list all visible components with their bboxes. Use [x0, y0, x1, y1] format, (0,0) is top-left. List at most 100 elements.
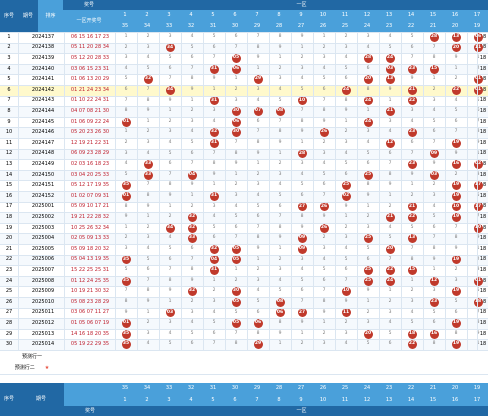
- miss-cell: 6: [190, 55, 194, 61]
- hit-ball: 03: [429, 170, 439, 180]
- row-issue: 2025010: [31, 298, 55, 305]
- miss-cell: 1: [190, 193, 194, 199]
- ball-cell: 09: [292, 233, 312, 244]
- grid-row-line: [0, 212, 488, 214]
- miss-cell: 4: [300, 171, 304, 177]
- miss-cell: 1: [366, 203, 370, 209]
- grid-col-line: [291, 32, 292, 350]
- row-seq: 16: [5, 192, 13, 199]
- predict-row-2[interactable]: 预测行二 ★: [0, 363, 64, 374]
- ball-cell: 15: [424, 64, 444, 75]
- miss-cell: 6: [124, 87, 128, 93]
- footer-col-20: 20: [444, 383, 466, 394]
- table-row: [0, 201, 488, 213]
- miss-cell: 3: [146, 235, 150, 241]
- hit-ball: 01: [473, 276, 483, 286]
- ball-cell: 01: [116, 117, 136, 128]
- miss-cell: 3: [146, 44, 150, 50]
- hit-ball: 12: [429, 276, 439, 286]
- ball-cell: 31: [204, 265, 224, 276]
- footer-col-25: 25: [334, 383, 356, 394]
- row-issue: 2025004: [31, 235, 55, 242]
- miss-cell: 6: [410, 140, 414, 146]
- hit-ball: 02: [473, 159, 483, 169]
- miss-cell: 1: [124, 129, 128, 135]
- predict-row-1[interactable]: 预测行一: [21, 354, 42, 360]
- miss-cell: 7: [168, 76, 172, 82]
- miss-cell: 4: [146, 246, 150, 252]
- hit-ball: 25: [363, 170, 373, 180]
- table-row: [0, 254, 488, 266]
- row-col-18: 18: [479, 171, 487, 178]
- miss-cell: 7: [476, 214, 480, 220]
- ball-cell: 08: [270, 297, 290, 308]
- header-col-b-15: 21: [422, 20, 444, 32]
- miss-cell: 5: [344, 65, 348, 71]
- ball-cell: 05: [226, 244, 246, 255]
- hit-ball: 35: [121, 181, 131, 191]
- hit-ball: 05: [231, 255, 241, 265]
- miss-cell: 9: [476, 235, 480, 241]
- footer-issue: 期号: [18, 383, 64, 416]
- row-seq: 22: [5, 256, 13, 263]
- grid-row-line: [0, 233, 488, 235]
- miss-cell: 7: [454, 224, 458, 230]
- ball-cell: 20: [446, 43, 466, 54]
- miss-cell: 9: [124, 214, 128, 220]
- hit-ball: 26: [319, 202, 329, 212]
- hit-ball: 25: [363, 265, 373, 275]
- header-col-10: 10: [312, 10, 334, 20]
- miss-cell: 5: [388, 235, 392, 241]
- header-issue[interactable]: 期号: [18, 0, 38, 32]
- miss-cell: 5: [432, 214, 436, 220]
- miss-cell: 8: [190, 267, 194, 273]
- row-nums: 02 03 16 18 23: [70, 160, 110, 167]
- row-seq: 5: [7, 76, 11, 83]
- miss-cell: 1: [300, 44, 304, 50]
- miss-cell: 6: [476, 108, 480, 114]
- hit-ball: 33: [143, 170, 153, 180]
- miss-cell: 3: [168, 129, 172, 135]
- hit-ball: 19: [451, 138, 461, 148]
- miss-cell: 5: [344, 161, 348, 167]
- sort-button[interactable]: 排序: [38, 0, 63, 32]
- row-issue: 2025001: [31, 203, 55, 210]
- hit-ball: 20: [363, 75, 373, 85]
- hit-ball: 06: [231, 117, 241, 127]
- ball-cell: 25: [358, 233, 378, 244]
- hit-ball: 24: [363, 96, 373, 106]
- row-issue: 2025005: [31, 245, 55, 252]
- footer-seq: 序号: [0, 383, 18, 416]
- footer-col-29: 29: [246, 383, 268, 394]
- ball-cell: 31: [204, 138, 224, 149]
- miss-cell: 8: [366, 182, 370, 188]
- miss-cell: 6: [234, 224, 238, 230]
- footer-col-b-24: 12: [356, 394, 378, 406]
- miss-cell: 5: [388, 330, 392, 336]
- table-row: [0, 275, 488, 287]
- miss-cell: 5: [300, 182, 304, 188]
- miss-cell: 6: [432, 129, 436, 135]
- ball-cell: 26: [314, 127, 334, 138]
- row-seq: 10: [5, 129, 13, 136]
- grid-row-line: [0, 42, 488, 44]
- hit-ball: 28: [363, 53, 373, 63]
- miss-cell: 5: [278, 288, 282, 294]
- miss-cell: 1: [388, 288, 392, 294]
- miss-cell: 7: [168, 267, 172, 273]
- miss-cell: 3: [278, 76, 282, 82]
- footer-col-b-27: 9: [290, 394, 312, 406]
- ball-cell: 27: [292, 202, 312, 213]
- row-seq: 7: [7, 97, 11, 104]
- ball-cell: 24: [358, 96, 378, 107]
- miss-cell: 1: [432, 267, 436, 273]
- ball-cell: 19: [446, 339, 466, 350]
- ball-cell: 07: [248, 106, 268, 117]
- miss-cell: 3: [212, 203, 216, 209]
- header-col-11: 11: [334, 10, 356, 20]
- ball-cell: 08: [270, 106, 290, 117]
- ball-cell: 02: [336, 191, 356, 202]
- table-row: [0, 42, 488, 54]
- miss-cell: 3: [190, 118, 194, 124]
- miss-cell: 7: [388, 256, 392, 262]
